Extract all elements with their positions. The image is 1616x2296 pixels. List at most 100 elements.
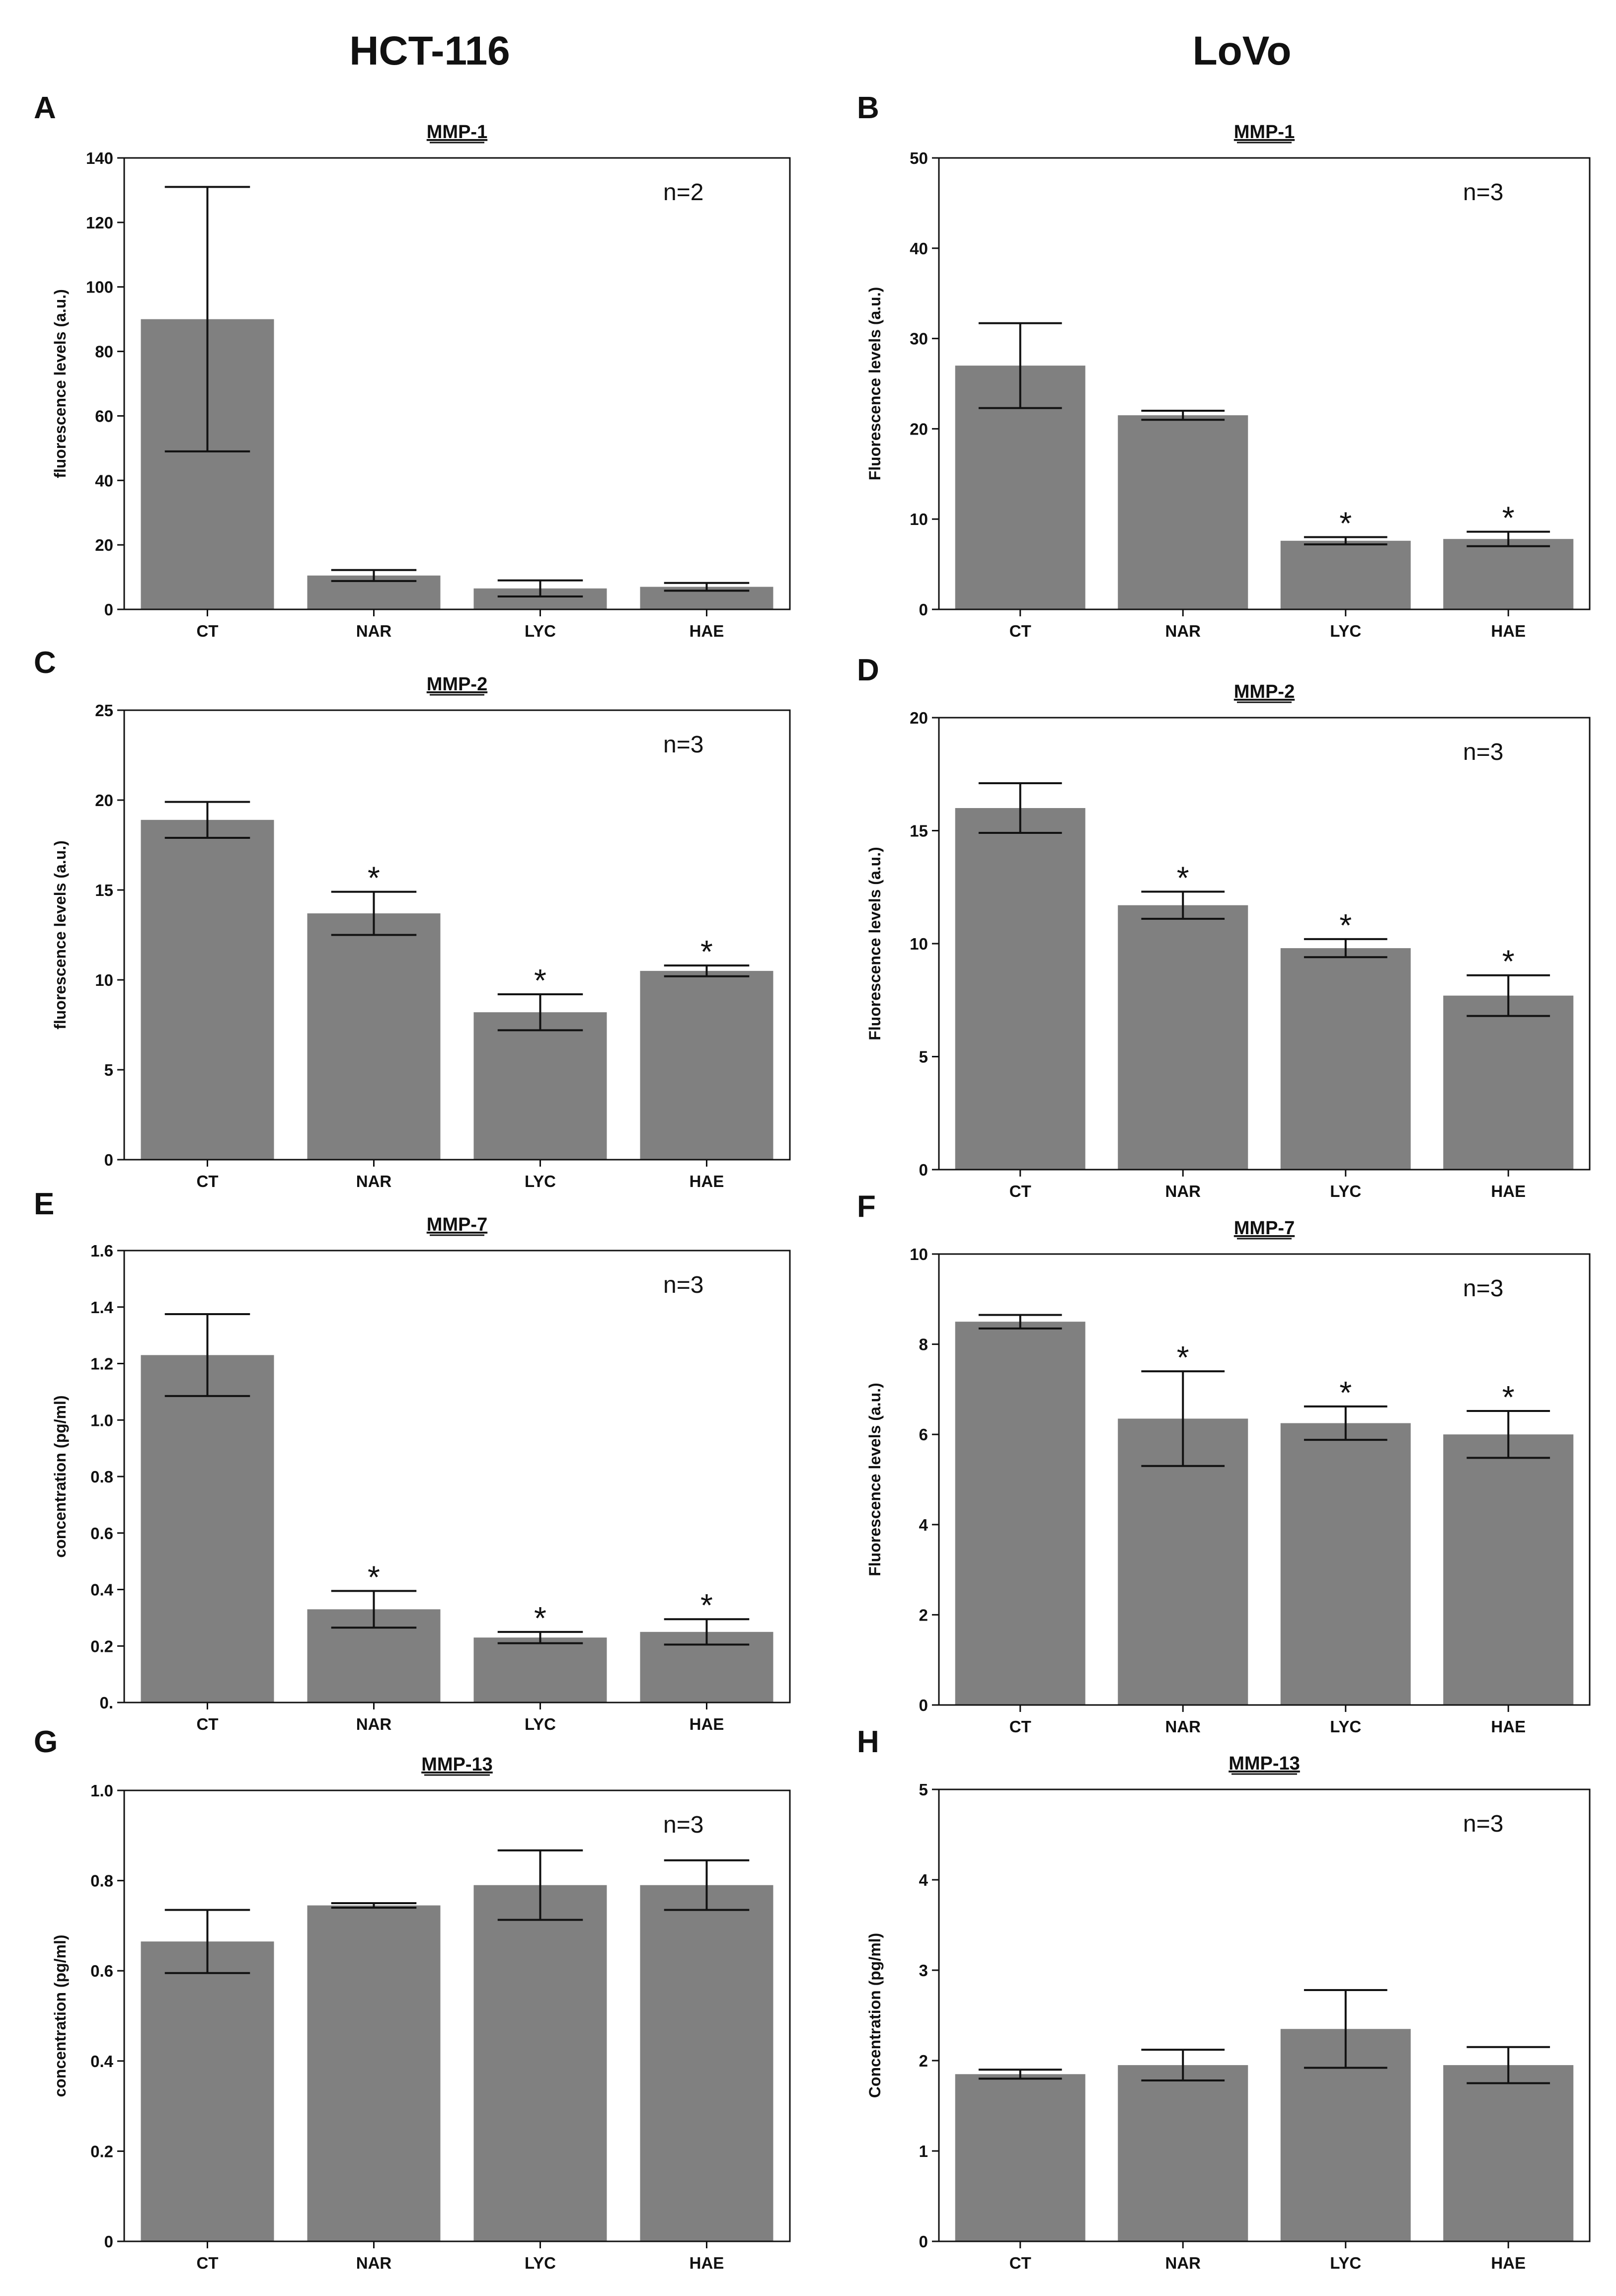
plot-frame xyxy=(123,709,791,1161)
chart-panel-g: G MMP-13 0 0.2 0.4 0.6 0.8 1.0 concentration (pg… xyxy=(34,1725,791,2272)
plot-frame xyxy=(123,157,791,610)
bar-hae xyxy=(1443,539,1574,609)
bar-lyc xyxy=(473,1012,607,1160)
category-label: CT xyxy=(197,1715,219,1733)
y-tick-label: 5 xyxy=(919,1048,928,1066)
y-tick-label: 8 xyxy=(919,1335,928,1354)
y-tick-label: 140 xyxy=(86,149,113,167)
bar-hae xyxy=(1443,2065,1574,2241)
chart-title: MMP-1 xyxy=(1234,122,1295,143)
bar-nar xyxy=(307,913,441,1160)
panel-letter: D xyxy=(857,653,879,687)
y-tick-label: 0.6 xyxy=(90,1962,113,1980)
significance-marker: * xyxy=(1177,860,1189,895)
category-label: NAR xyxy=(1165,1182,1201,1200)
category-label: LYC xyxy=(525,2254,556,2272)
y-tick-label: 25 xyxy=(95,701,113,720)
category-label: HAE xyxy=(1491,1717,1526,1736)
y-tick-label: 15 xyxy=(95,881,113,899)
y-tick-label: 40 xyxy=(95,471,113,490)
y-tick-label: 0 xyxy=(104,600,113,619)
category-label: CT xyxy=(1009,1717,1031,1736)
bar-ct xyxy=(141,1941,274,2241)
category-label: LYC xyxy=(525,1172,556,1190)
y-tick-label: 0.6 xyxy=(90,1524,113,1543)
y-tick-label: 50 xyxy=(910,149,928,167)
significance-marker: * xyxy=(534,963,546,998)
category-label: HAE xyxy=(1491,622,1526,640)
bar-hae xyxy=(1443,995,1574,1170)
chart-panel-c: C MMP-2 0 5 10 15 20 25 fluorescence levels (a.u… xyxy=(34,646,791,1190)
y-tick-label: 30 xyxy=(910,330,928,348)
y-tick-label: 15 xyxy=(910,822,928,840)
category-label: NAR xyxy=(1165,2254,1201,2272)
chart-panel-f: F MMP-7 0 2 4 6 8 10 Fluorescence levels (a.u.) C… xyxy=(857,1189,1591,1736)
plot-frame xyxy=(123,1250,791,1703)
significance-marker: * xyxy=(1339,907,1352,943)
category-label: LYC xyxy=(1330,1717,1361,1736)
y-tick-label: 0 xyxy=(104,1151,113,1169)
panel-letter: E xyxy=(34,1187,54,1221)
chart-panel-e: E MMP-7 0. 0.2 0.4 0.6 0.8 1.0 1.2 1.4 1.6 concentr… xyxy=(34,1187,791,1733)
category-label: CT xyxy=(197,1172,219,1190)
category-label: HAE xyxy=(690,1172,724,1190)
significance-marker: * xyxy=(1502,944,1515,979)
category-label: LYC xyxy=(525,622,556,640)
y-tick-label: 6 xyxy=(919,1425,928,1444)
plot-frame xyxy=(938,1253,1591,1706)
y-tick-label: 1.6 xyxy=(90,1242,113,1260)
column-title-lovo: LoVo xyxy=(1193,28,1292,74)
plot-frame xyxy=(938,1788,1591,2242)
y-tick-label: 20 xyxy=(95,791,113,810)
y-axis-label: concentration (pg/ml) xyxy=(51,1934,69,2097)
bar-ct xyxy=(955,2074,1085,2241)
y-axis-label: Concentration (pg/ml) xyxy=(866,1933,884,2098)
bar-nar xyxy=(1118,415,1248,609)
bar-lyc xyxy=(1280,1423,1411,1705)
y-tick-label: 0 xyxy=(919,2232,928,2251)
panel-letter: B xyxy=(857,91,879,125)
y-tick-label: 60 xyxy=(95,407,113,425)
category-label: CT xyxy=(1009,2254,1031,2272)
n-label: n=3 xyxy=(1463,739,1503,765)
n-label: n=3 xyxy=(1463,1811,1503,1837)
y-tick-label: 1.0 xyxy=(90,1411,113,1429)
y-tick-label: 0 xyxy=(919,1696,928,1714)
y-tick-label: 1.4 xyxy=(90,1298,114,1317)
panel-letter: H xyxy=(857,1725,879,1759)
chart-title: MMP-13 xyxy=(1229,1753,1300,1774)
chart-title: MMP-7 xyxy=(1234,1218,1295,1239)
category-label: CT xyxy=(1009,622,1031,640)
category-label: NAR xyxy=(356,622,392,640)
category-label: NAR xyxy=(356,1715,392,1733)
n-label: n=3 xyxy=(663,1272,703,1298)
bar-lyc xyxy=(473,1637,607,1703)
significance-marker: * xyxy=(534,1600,546,1636)
y-tick-label: 0 xyxy=(104,2232,113,2251)
category-label: CT xyxy=(197,622,219,640)
category-label: LYC xyxy=(1330,2254,1361,2272)
bar-lyc xyxy=(1280,540,1411,609)
y-tick-label: 3 xyxy=(919,1961,928,1980)
bar-hae xyxy=(1443,1434,1574,1705)
n-label: n=2 xyxy=(663,179,703,206)
category-label: HAE xyxy=(1491,1182,1526,1200)
panel-letter: C xyxy=(34,646,56,680)
category-label: NAR xyxy=(356,2254,392,2272)
chart-title: MMP-7 xyxy=(427,1214,487,1235)
n-label: n=3 xyxy=(1463,1275,1503,1302)
category-label: HAE xyxy=(690,622,724,640)
y-tick-label: 1 xyxy=(919,2142,928,2160)
plot-frame xyxy=(938,717,1591,1171)
y-tick-label: 5 xyxy=(919,1780,928,1799)
y-axis-label: fluorescence levels (a.u.) xyxy=(51,840,69,1030)
y-tick-label: 4 xyxy=(919,1516,928,1534)
bar-hae xyxy=(640,970,773,1160)
n-label: n=3 xyxy=(663,732,703,758)
significance-marker: * xyxy=(700,934,713,969)
significance-marker: * xyxy=(368,1559,380,1595)
y-tick-label: 20 xyxy=(910,709,928,727)
y-tick-label: 2 xyxy=(919,1606,928,1624)
y-tick-label: 0.8 xyxy=(90,1468,113,1486)
